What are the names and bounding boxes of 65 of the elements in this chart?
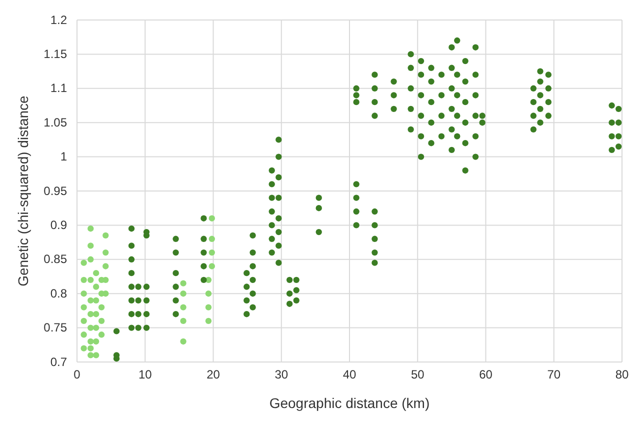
point	[88, 242, 94, 249]
y-tick-label: 1.05	[44, 115, 68, 130]
point	[208, 249, 215, 256]
point	[180, 280, 186, 286]
point	[92, 270, 100, 276]
point	[88, 297, 94, 304]
point	[102, 232, 109, 239]
point	[88, 226, 94, 232]
y-tick-label: 0.75	[44, 320, 68, 335]
y-tick-label: 1.2	[50, 12, 68, 27]
x-tick-label: 50	[410, 368, 425, 382]
point	[92, 311, 100, 318]
y-tick-label: 0.7	[50, 354, 68, 369]
y-tick-label: 0.85	[44, 252, 68, 266]
point	[80, 345, 87, 352]
point	[208, 263, 215, 270]
point	[88, 338, 94, 345]
point	[208, 236, 215, 242]
x-axis-title: Geographic distance (km)	[269, 395, 430, 411]
point	[88, 345, 94, 352]
point	[80, 304, 87, 310]
point	[98, 318, 105, 324]
point	[98, 304, 105, 310]
point	[80, 260, 87, 266]
point	[102, 249, 109, 256]
point	[88, 324, 94, 331]
point	[205, 304, 212, 310]
x-tick-label: 40	[342, 368, 356, 382]
point	[80, 276, 87, 284]
point	[92, 324, 100, 331]
x-tick-label: 10	[138, 368, 152, 382]
y-tick-label: 0.9	[50, 218, 68, 232]
point	[102, 276, 109, 284]
point	[205, 318, 212, 324]
point	[208, 215, 215, 222]
y-tick-label: 1	[60, 150, 68, 164]
x-tick-label: 0	[74, 368, 81, 382]
point	[180, 290, 186, 297]
point	[88, 311, 94, 318]
point	[180, 304, 186, 310]
point	[80, 318, 87, 324]
y-axis-title: Genetic (chi-squared) distance	[15, 95, 31, 286]
point	[80, 290, 87, 297]
y-tick-label: 1.1	[50, 81, 68, 96]
point	[92, 352, 100, 358]
x-tick-label: 30	[274, 368, 288, 382]
point	[92, 338, 100, 345]
x-tick-label: 20	[206, 368, 220, 382]
point	[98, 332, 105, 338]
x-tick-label: 60	[479, 368, 493, 382]
point	[92, 284, 100, 290]
point	[88, 256, 94, 262]
point	[102, 263, 109, 270]
point	[205, 290, 212, 297]
y-tick-label: 0.8	[50, 286, 68, 300]
x-tick-label: 70	[547, 368, 561, 382]
y-tick-label: 0.95	[44, 184, 68, 198]
point	[80, 332, 87, 338]
point	[88, 276, 94, 284]
y-tick-label: 1.15	[44, 47, 68, 62]
point	[180, 338, 186, 345]
point	[180, 318, 186, 324]
point	[88, 352, 94, 358]
point	[92, 297, 100, 304]
x-tick-label: 80	[615, 368, 629, 382]
